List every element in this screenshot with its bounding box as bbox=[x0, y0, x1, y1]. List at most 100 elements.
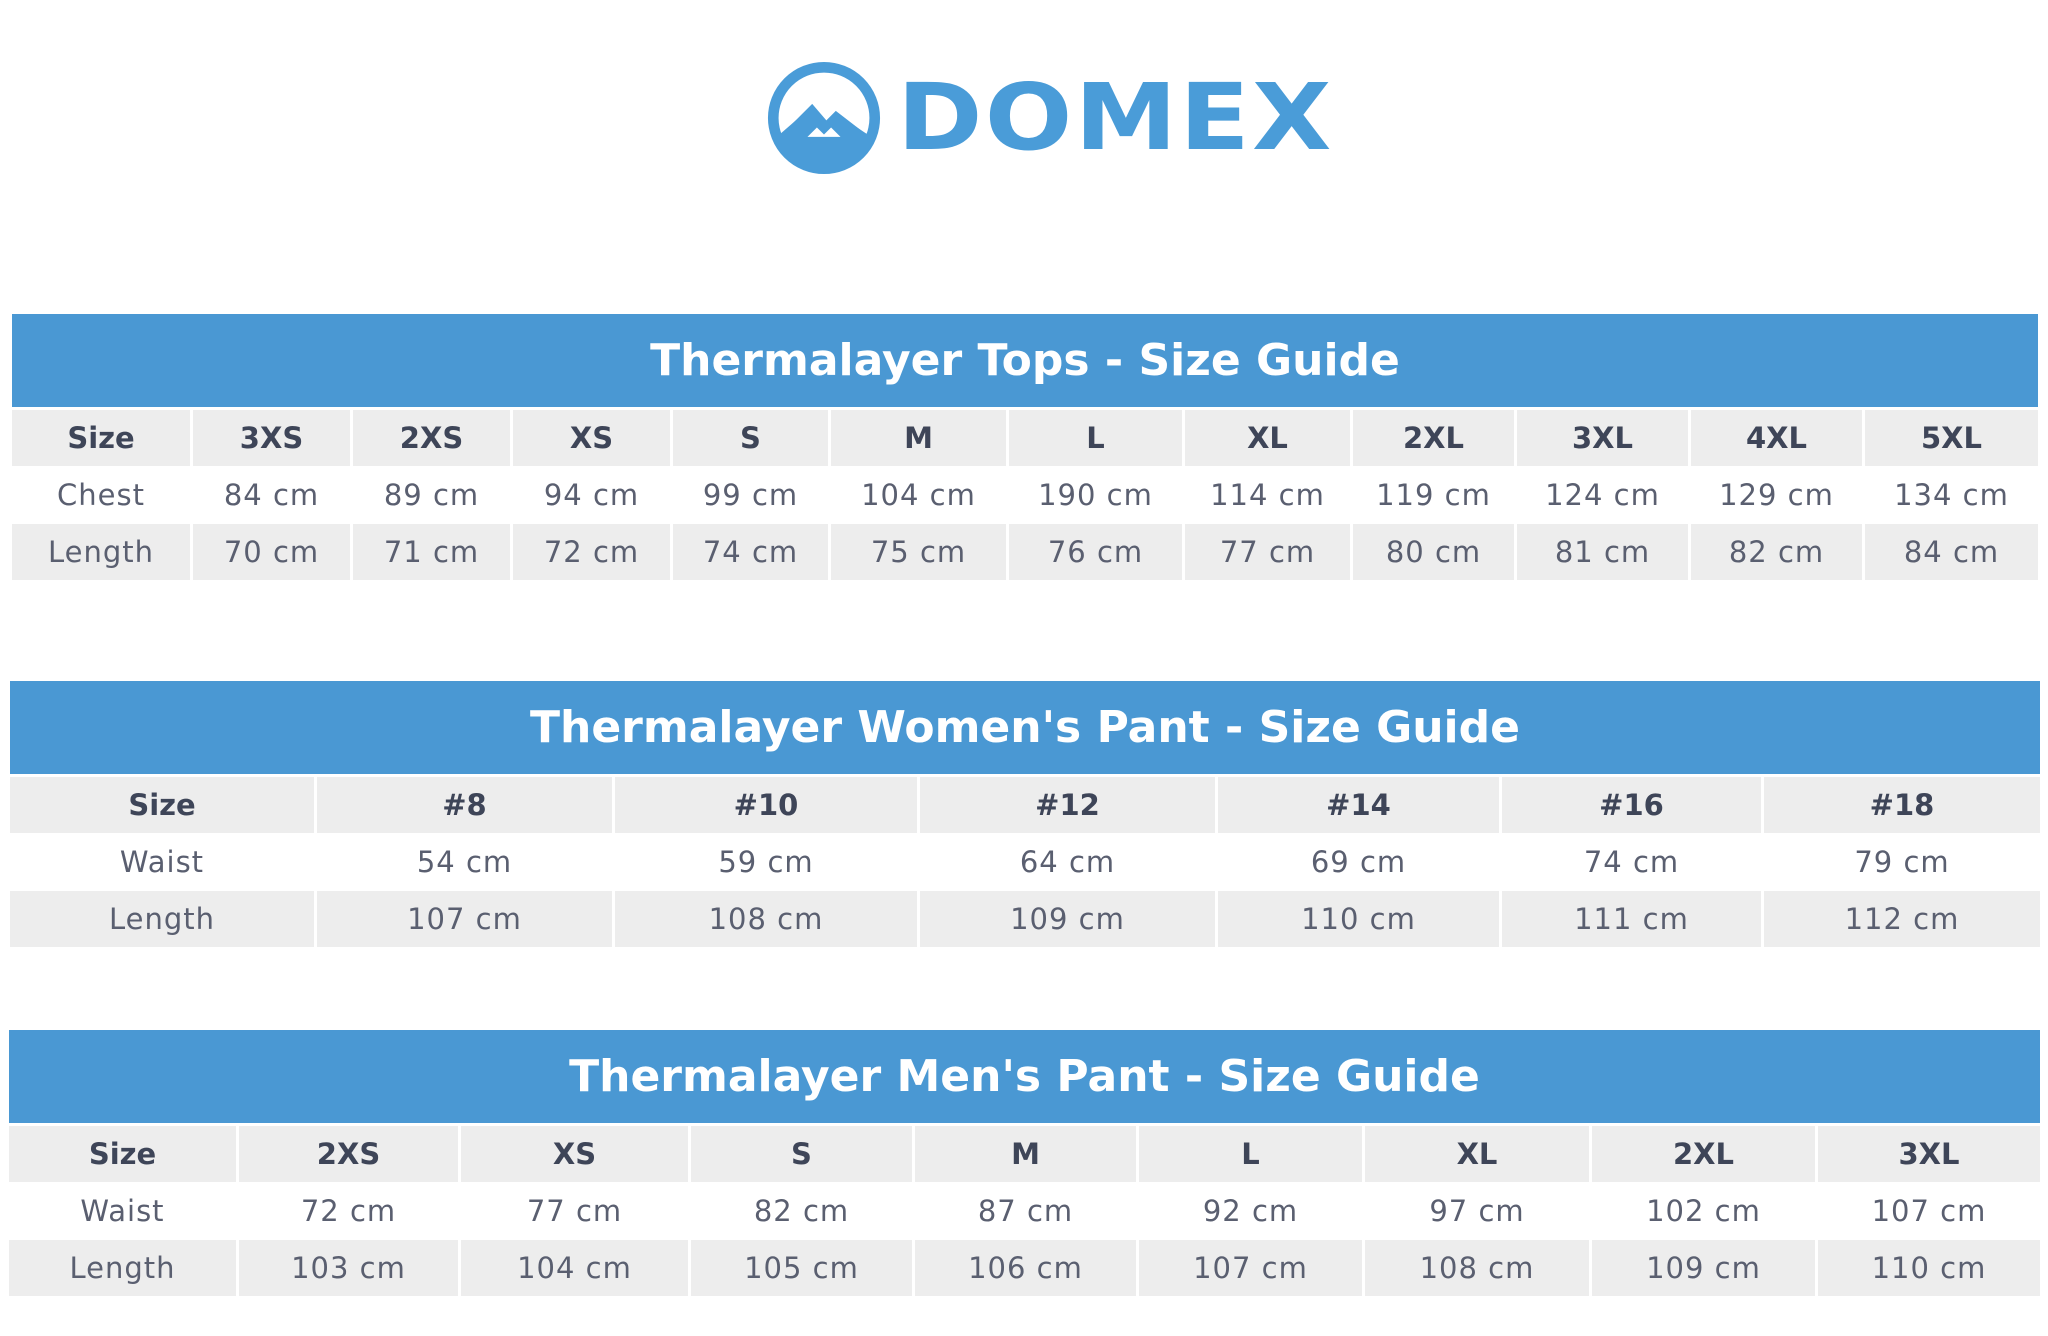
womens-pant-size-table: Size #8 #10 #12 #14 #16 #18 Waist 54 cm … bbox=[10, 777, 2040, 948]
mens-pant-guide-title: Thermalayer Men's Pant - Size Guide bbox=[9, 1030, 2040, 1126]
table-cell: 59 cm bbox=[615, 834, 920, 891]
table-cell: 64 cm bbox=[920, 834, 1218, 891]
womens-pant-size-guide: Thermalayer Women's Pant - Size Guide Si… bbox=[10, 681, 2040, 948]
table-cell: 72 cm bbox=[513, 524, 673, 581]
column-header: 2XL bbox=[1592, 1126, 1818, 1183]
table-row: Chest 84 cm 89 cm 94 cm 99 cm 104 cm 190… bbox=[12, 467, 2038, 524]
table-cell: 106 cm bbox=[915, 1240, 1139, 1297]
column-header: #8 bbox=[317, 777, 615, 834]
table-cell: 84 cm bbox=[193, 467, 353, 524]
table-cell: 111 cm bbox=[1502, 891, 1764, 948]
table-cell: 94 cm bbox=[513, 467, 673, 524]
row-label: Chest bbox=[12, 467, 193, 524]
table-cell: 74 cm bbox=[1502, 834, 1764, 891]
table-cell: 81 cm bbox=[1517, 524, 1691, 581]
row-label: Waist bbox=[9, 1183, 239, 1240]
table-cell: 107 cm bbox=[1818, 1183, 2040, 1240]
table-cell: 124 cm bbox=[1517, 467, 1691, 524]
table-cell: 69 cm bbox=[1218, 834, 1502, 891]
table-cell: 80 cm bbox=[1353, 524, 1517, 581]
column-header: L bbox=[1009, 410, 1185, 467]
table-cell: 87 cm bbox=[915, 1183, 1139, 1240]
column-header: L bbox=[1139, 1126, 1365, 1183]
table-cell: 99 cm bbox=[673, 467, 831, 524]
table-cell: 71 cm bbox=[353, 524, 513, 581]
mountain-logo-icon bbox=[767, 61, 881, 175]
column-header: #12 bbox=[920, 777, 1218, 834]
column-header: #18 bbox=[1764, 777, 2040, 834]
column-header: Size bbox=[9, 1126, 239, 1183]
column-header: 2XS bbox=[353, 410, 513, 467]
column-header: 3XS bbox=[193, 410, 353, 467]
row-label: Length bbox=[9, 1240, 239, 1297]
table-cell: 104 cm bbox=[831, 467, 1009, 524]
tops-size-guide: Thermalayer Tops - Size Guide Size 3XS 2… bbox=[12, 314, 2038, 581]
domex-logo: DOMEX bbox=[765, 58, 1331, 178]
row-label: Length bbox=[10, 891, 317, 948]
table-cell: 107 cm bbox=[317, 891, 615, 948]
column-header: XS bbox=[513, 410, 673, 467]
table-cell: 72 cm bbox=[239, 1183, 461, 1240]
table-row: Length 70 cm 71 cm 72 cm 74 cm 75 cm 76 … bbox=[12, 524, 2038, 581]
column-header: XL bbox=[1185, 410, 1353, 467]
mens-pant-size-guide: Thermalayer Men's Pant - Size Guide Size… bbox=[9, 1030, 2040, 1297]
table-cell: 77 cm bbox=[1185, 524, 1353, 581]
table-cell: 75 cm bbox=[831, 524, 1009, 581]
column-header: #10 bbox=[615, 777, 920, 834]
column-header: Size bbox=[12, 410, 193, 467]
column-header: 3XL bbox=[1818, 1126, 2040, 1183]
table-cell: 54 cm bbox=[317, 834, 615, 891]
row-label: Length bbox=[12, 524, 193, 581]
table-cell: 79 cm bbox=[1764, 834, 2040, 891]
table-cell: 70 cm bbox=[193, 524, 353, 581]
mens-pant-size-table: Size 2XS XS S M L XL 2XL 3XL Waist 72 cm… bbox=[9, 1126, 2040, 1297]
table-cell: 89 cm bbox=[353, 467, 513, 524]
table-cell: 92 cm bbox=[1139, 1183, 1365, 1240]
tops-guide-title: Thermalayer Tops - Size Guide bbox=[12, 314, 2038, 410]
table-cell: 129 cm bbox=[1691, 467, 1865, 524]
table-cell: 107 cm bbox=[1139, 1240, 1365, 1297]
tops-size-table: Size 3XS 2XS XS S M L XL 2XL 3XL 4XL 5XL… bbox=[12, 410, 2038, 581]
table-cell: 76 cm bbox=[1009, 524, 1185, 581]
table-cell: 110 cm bbox=[1218, 891, 1502, 948]
table-cell: 108 cm bbox=[615, 891, 920, 948]
table-cell: 97 cm bbox=[1365, 1183, 1592, 1240]
womens-pant-guide-title: Thermalayer Women's Pant - Size Guide bbox=[10, 681, 2040, 777]
row-label: Waist bbox=[10, 834, 317, 891]
table-cell: 110 cm bbox=[1818, 1240, 2040, 1297]
column-header: 5XL bbox=[1865, 410, 2038, 467]
table-cell: 103 cm bbox=[239, 1240, 461, 1297]
table-cell: 114 cm bbox=[1185, 467, 1353, 524]
table-row: Length 107 cm 108 cm 109 cm 110 cm 111 c… bbox=[10, 891, 2040, 948]
column-header: #16 bbox=[1502, 777, 1764, 834]
column-header: M bbox=[915, 1126, 1139, 1183]
table-cell: 105 cm bbox=[691, 1240, 915, 1297]
column-header: 3XL bbox=[1517, 410, 1691, 467]
table-cell: 108 cm bbox=[1365, 1240, 1592, 1297]
column-header: S bbox=[673, 410, 831, 467]
column-header: XL bbox=[1365, 1126, 1592, 1183]
table-cell: 74 cm bbox=[673, 524, 831, 581]
table-cell: 109 cm bbox=[1592, 1240, 1818, 1297]
table-cell: 82 cm bbox=[1691, 524, 1865, 581]
table-row: Length 103 cm 104 cm 105 cm 106 cm 107 c… bbox=[9, 1240, 2040, 1297]
table-cell: 190 cm bbox=[1009, 467, 1185, 524]
table-cell: 134 cm bbox=[1865, 467, 2038, 524]
column-header: 2XS bbox=[239, 1126, 461, 1183]
table-row: Waist 54 cm 59 cm 64 cm 69 cm 74 cm 79 c… bbox=[10, 834, 2040, 891]
brand-name: DOMEX bbox=[897, 64, 1334, 171]
table-cell: 77 cm bbox=[461, 1183, 691, 1240]
column-header: 2XL bbox=[1353, 410, 1517, 467]
column-header: #14 bbox=[1218, 777, 1502, 834]
table-cell: 104 cm bbox=[461, 1240, 691, 1297]
table-cell: 82 cm bbox=[691, 1183, 915, 1240]
column-header: Size bbox=[10, 777, 317, 834]
table-cell: 119 cm bbox=[1353, 467, 1517, 524]
table-cell: 102 cm bbox=[1592, 1183, 1818, 1240]
table-cell: 109 cm bbox=[920, 891, 1218, 948]
column-header: M bbox=[831, 410, 1009, 467]
table-cell: 84 cm bbox=[1865, 524, 2038, 581]
column-header: 4XL bbox=[1691, 410, 1865, 467]
table-row: Waist 72 cm 77 cm 82 cm 87 cm 92 cm 97 c… bbox=[9, 1183, 2040, 1240]
column-header: XS bbox=[461, 1126, 691, 1183]
